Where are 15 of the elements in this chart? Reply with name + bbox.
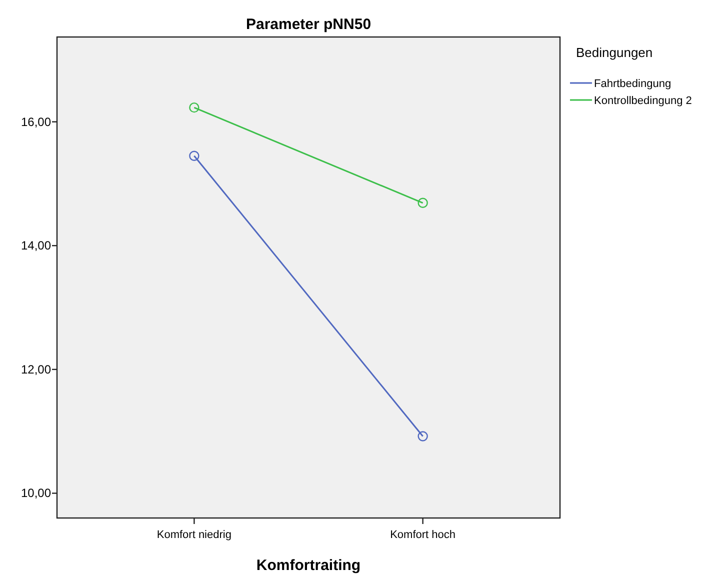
y-tick-label: 10,00 bbox=[20, 486, 52, 500]
chart-title: Parameter pNN50 bbox=[246, 16, 372, 33]
y-tick-label: 16,00 bbox=[20, 114, 52, 129]
y-tick-label: 12,00 bbox=[20, 362, 52, 376]
legend-title: Bedingungen bbox=[576, 45, 653, 60]
point bbox=[189, 102, 200, 113]
x-axis-title: Komfortraiting bbox=[256, 557, 361, 574]
x-tick-label: Komfort hoch bbox=[390, 529, 456, 541]
point bbox=[418, 431, 428, 442]
legend-label: Fahrtbedingung bbox=[594, 78, 672, 90]
point bbox=[418, 198, 428, 208]
x-tick-label: Komfort niedrig bbox=[156, 529, 232, 541]
point bbox=[189, 150, 200, 161]
y-tick-label: 14,00 bbox=[20, 238, 52, 253]
legend-label: Kontrollbedingung 2 bbox=[594, 95, 692, 107]
